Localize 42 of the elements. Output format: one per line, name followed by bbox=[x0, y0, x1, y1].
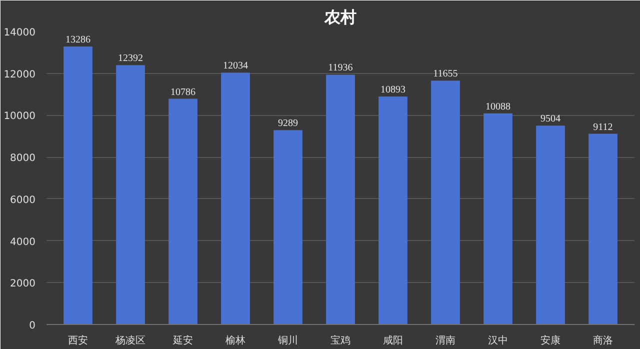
data-label: 12392 bbox=[118, 53, 143, 64]
x-tick-label: 安康 bbox=[540, 334, 560, 346]
x-tick-label: 榆林 bbox=[226, 334, 246, 346]
bar bbox=[221, 72, 250, 324]
bar bbox=[536, 126, 565, 324]
bar bbox=[378, 96, 408, 324]
x-tick-label: 杨凌区 bbox=[114, 334, 146, 346]
y-tick-label: 14000 bbox=[4, 28, 36, 38]
bar bbox=[588, 134, 618, 324]
y-tick-label: 0 bbox=[29, 320, 36, 332]
y-tick-label: 10000 bbox=[4, 111, 36, 122]
x-tick-label: 延安 bbox=[172, 334, 193, 346]
y-tick-label: 12000 bbox=[4, 69, 36, 80]
data-label: 9504 bbox=[540, 114, 560, 125]
bar bbox=[116, 65, 145, 324]
data-label: 11655 bbox=[433, 68, 458, 80]
data-label: 9112 bbox=[593, 122, 613, 133]
bar bbox=[168, 98, 198, 324]
x-tick-label: 商洛 bbox=[593, 334, 613, 346]
x-tick-label: 西安 bbox=[68, 334, 88, 346]
data-label: 12034 bbox=[223, 60, 248, 72]
data-label: 10786 bbox=[170, 86, 196, 98]
bar bbox=[326, 74, 355, 324]
x-tick-label: 铜川 bbox=[277, 334, 298, 346]
bar bbox=[64, 46, 92, 324]
bar bbox=[484, 113, 512, 324]
x-tick-label: 宝鸡 bbox=[330, 334, 350, 346]
x-tick-label: 渭南 bbox=[436, 334, 456, 346]
x-tick-label: 咸阳 bbox=[383, 334, 403, 346]
x-tick-label: 汉中 bbox=[488, 334, 508, 346]
y-tick-label: 8000 bbox=[10, 153, 36, 164]
data-label: 10088 bbox=[486, 101, 510, 112]
data-label: 10893 bbox=[380, 84, 406, 96]
y-tick-label: 4000 bbox=[10, 236, 36, 248]
data-label: 9289 bbox=[278, 118, 298, 130]
data-label: 13286 bbox=[66, 34, 90, 46]
y-tick-label: 2000 bbox=[10, 278, 36, 290]
bar bbox=[274, 130, 302, 324]
data-label: 11936 bbox=[328, 62, 353, 74]
chart-title: 农村 bbox=[324, 8, 356, 26]
bar bbox=[431, 80, 460, 324]
y-tick-label: 6000 bbox=[10, 194, 36, 206]
